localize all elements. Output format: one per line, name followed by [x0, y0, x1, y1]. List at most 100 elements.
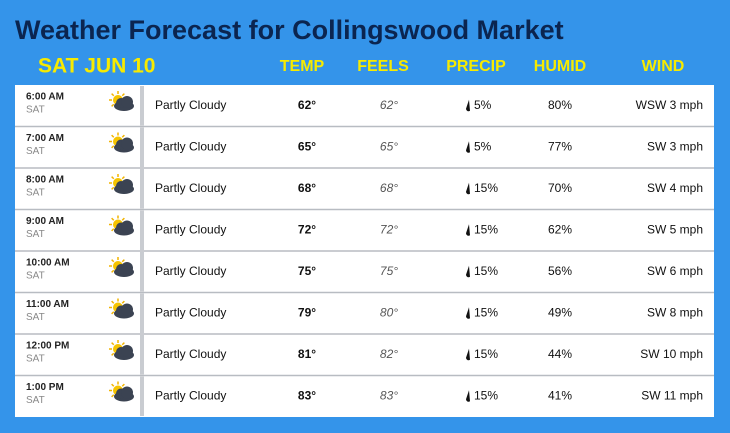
- sun-ray: [121, 217, 125, 221]
- day: SAT: [26, 395, 45, 406]
- temp: 68°: [298, 181, 316, 195]
- sun-ray: [111, 311, 115, 315]
- time: 1:00 PM: [26, 382, 64, 393]
- rain-drop: [466, 141, 470, 153]
- day: SAT: [26, 229, 45, 240]
- humid: 44%: [548, 347, 572, 361]
- rain-drop: [466, 265, 470, 278]
- humid: 56%: [548, 264, 572, 278]
- sun-ray: [111, 259, 115, 263]
- time: 10:00 AM: [26, 258, 70, 269]
- rain-drop: [466, 224, 470, 236]
- day: SAT: [26, 188, 45, 199]
- precip: 15%: [474, 388, 498, 402]
- condition: Partly Cloudy: [155, 222, 226, 236]
- time-shadow: [140, 210, 144, 250]
- column-header: PRECIP: [446, 58, 506, 75]
- column-header: HUMID: [534, 58, 586, 75]
- rain-drop: [466, 99, 470, 112]
- sun-ray: [111, 342, 115, 346]
- precip: 15%: [474, 222, 498, 236]
- sun-ray: [121, 134, 125, 138]
- wind: SW 3 mph: [647, 139, 703, 153]
- day: SAT: [26, 105, 45, 116]
- wind: SW 6 mph: [647, 264, 703, 278]
- humid: 77%: [548, 139, 572, 153]
- cloud: [121, 262, 133, 274]
- humid: 62%: [548, 222, 572, 236]
- day: SAT: [26, 312, 45, 323]
- time-shadow: [140, 169, 144, 209]
- precip: 15%: [474, 264, 498, 278]
- sun-ray: [111, 186, 115, 190]
- day: SAT: [26, 354, 45, 365]
- sun-ray: [111, 394, 115, 398]
- temp: 72°: [298, 222, 316, 236]
- precip: 5%: [474, 98, 492, 112]
- humid: 49%: [548, 305, 572, 319]
- cloud: [121, 137, 133, 150]
- condition: Partly Cloudy: [155, 388, 226, 402]
- column-header: WIND: [642, 58, 685, 75]
- humid: 41%: [548, 388, 572, 402]
- condition: Partly Cloudy: [155, 305, 226, 319]
- temp: 83°: [298, 388, 316, 402]
- day: SAT: [26, 271, 45, 282]
- precip: 5%: [474, 139, 492, 153]
- wind: SW 8 mph: [647, 305, 703, 319]
- wind: WSW 3 mph: [636, 98, 703, 112]
- rain-drop: [466, 348, 470, 361]
- wind: SW 4 mph: [647, 181, 703, 195]
- temp: 79°: [298, 305, 316, 319]
- temp: 81°: [298, 347, 316, 361]
- precip: 15%: [474, 305, 498, 319]
- sun-ray: [121, 383, 125, 387]
- time: 6:00 AM: [26, 92, 64, 103]
- feels: 72°: [380, 222, 398, 236]
- condition: Partly Cloudy: [155, 181, 226, 195]
- temp: 62°: [298, 98, 316, 112]
- sun-ray: [111, 300, 115, 304]
- feels: 82°: [380, 347, 398, 361]
- sun-ray: [111, 269, 115, 273]
- condition: Partly Cloudy: [155, 98, 226, 112]
- sun-ray: [111, 352, 115, 356]
- temp: 75°: [298, 264, 316, 278]
- cloud: [121, 386, 133, 399]
- rain-drop: [466, 307, 470, 319]
- feels: 65°: [380, 139, 398, 153]
- sun-ray: [121, 342, 125, 346]
- time-shadow: [140, 127, 144, 167]
- time: 12:00 PM: [26, 341, 69, 352]
- cloud: [121, 345, 133, 357]
- rain-drop: [466, 390, 470, 402]
- cloud: [121, 303, 133, 316]
- column-header: FEELS: [357, 58, 409, 75]
- sun-ray: [111, 93, 115, 97]
- sun-ray: [111, 103, 115, 107]
- feels: 80°: [380, 305, 398, 319]
- sun-ray: [111, 145, 115, 149]
- time-shadow: [140, 252, 144, 292]
- time: 9:00 AM: [26, 216, 64, 227]
- sun-ray: [111, 176, 115, 180]
- time: 8:00 AM: [26, 175, 64, 186]
- sun-ray: [111, 383, 115, 387]
- time-shadow: [140, 335, 144, 375]
- cloud: [121, 220, 133, 233]
- sun-ray: [111, 217, 115, 221]
- condition: Partly Cloudy: [155, 264, 226, 278]
- condition: Partly Cloudy: [155, 347, 226, 361]
- sun-ray: [121, 93, 125, 97]
- humid: 80%: [548, 98, 572, 112]
- sun-ray: [111, 228, 115, 232]
- humid: 70%: [548, 181, 572, 195]
- condition: Partly Cloudy: [155, 139, 226, 153]
- column-header: TEMP: [280, 58, 325, 75]
- sun-ray: [121, 259, 125, 263]
- precip: 15%: [474, 181, 498, 195]
- time: 11:00 AM: [26, 299, 69, 310]
- day: SAT: [26, 146, 45, 157]
- title: Weather Forecast for Collingswood Market: [15, 15, 564, 45]
